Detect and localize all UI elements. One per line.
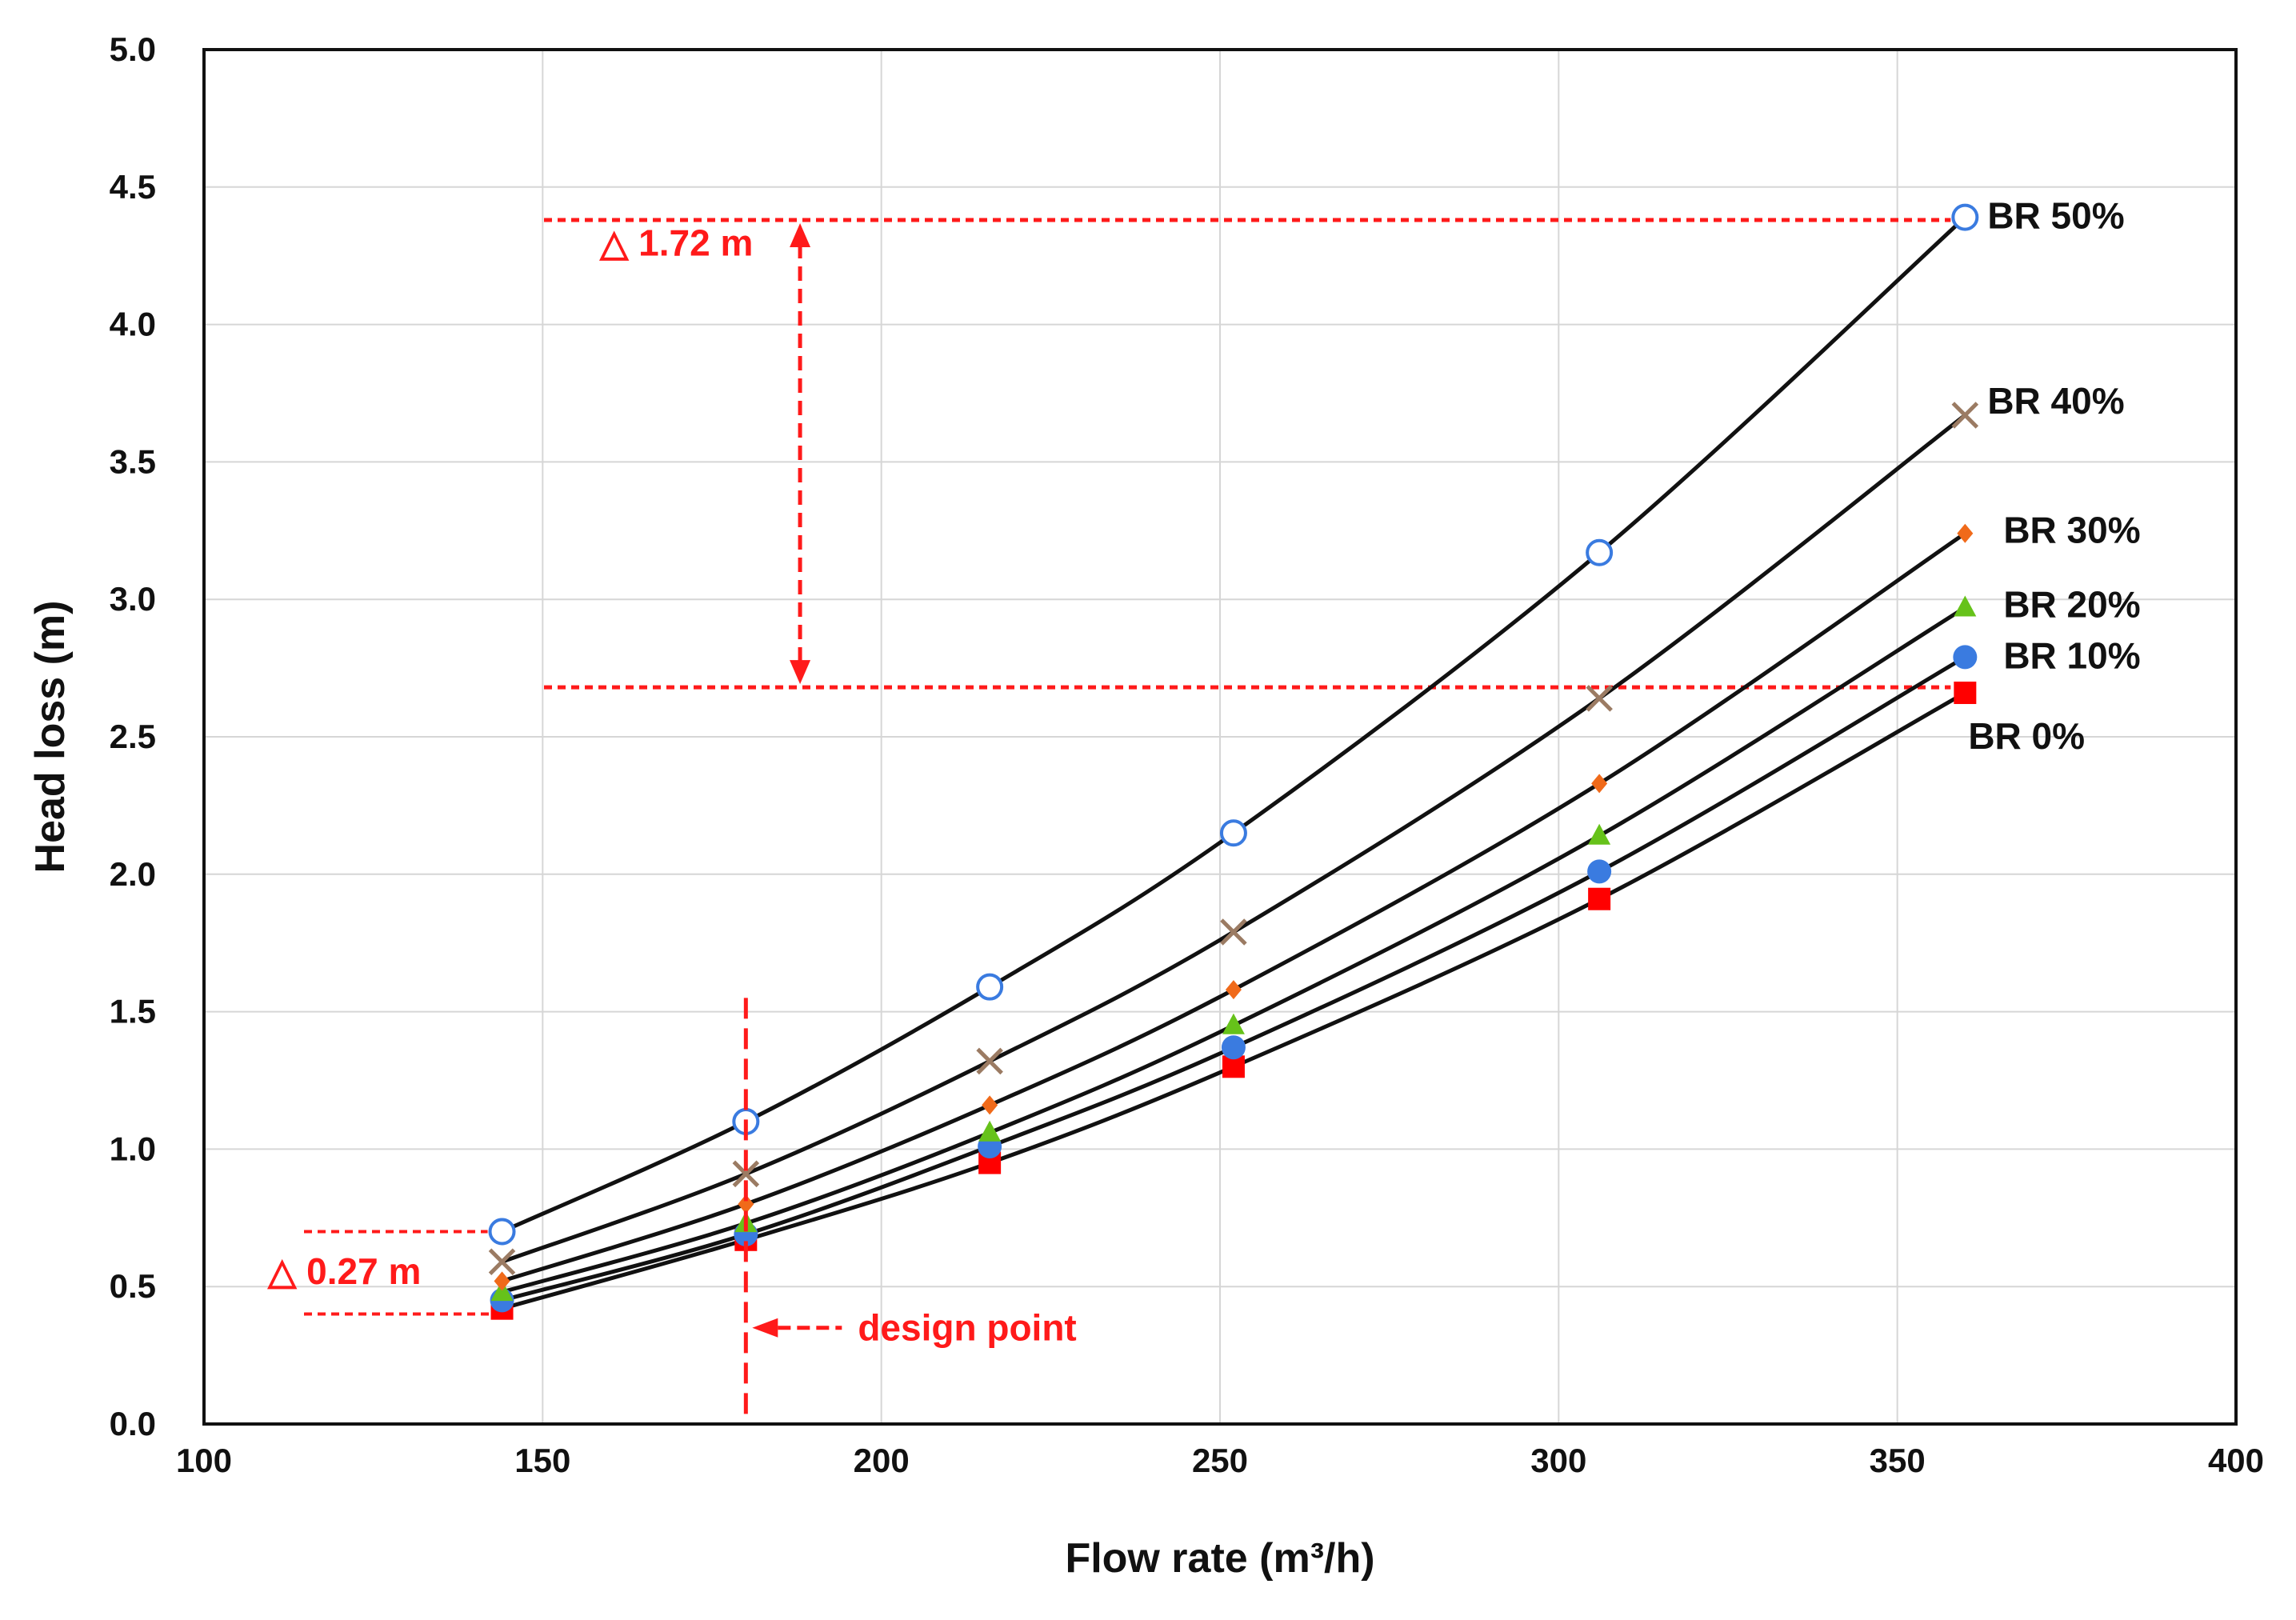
data-point-br-40 [488, 1248, 516, 1276]
data-point-br-10 [1953, 645, 1978, 670]
y-axis-title: Head loss (m) [27, 601, 74, 874]
grid-lines [204, 50, 2236, 1424]
data-point-br-30 [1957, 523, 1974, 543]
data-point-br-50 [1219, 819, 1247, 847]
series-labels: BR 0% BR 10% BR 20% BR 30% BR 40% BR 50% [1968, 195, 2140, 757]
y-tick-label: 2.0 [110, 855, 156, 893]
y-tick-label: 2.5 [110, 718, 156, 755]
delta-arrow-head-up [790, 223, 811, 248]
axis-ticks: 100 150 200 250 300 350 400 0.0 0.5 1.0 1.5 2.0 2.5 3… [110, 30, 2264, 1479]
data-point-br-50 [976, 973, 1004, 1001]
data-point-br-40 [1220, 918, 1247, 946]
data-point-br-30 [1225, 980, 1242, 1000]
data-point-br-30 [738, 1194, 754, 1214]
data-point-br-40 [976, 1047, 1003, 1075]
data-point-br-20 [1222, 1013, 1245, 1034]
x-tick-label: 400 [2208, 1442, 2264, 1479]
x-tick-label: 200 [854, 1442, 910, 1479]
marker-x-stroke [1220, 918, 1247, 946]
marker-x-stroke [488, 1248, 516, 1276]
x-tick-label: 100 [176, 1442, 232, 1479]
y-tick-label: 0.0 [110, 1405, 156, 1442]
series-label-br-0: BR 0% [1968, 715, 2085, 757]
series-markers [488, 203, 1979, 1320]
series-label-br-20: BR 20% [2003, 584, 2140, 626]
series-label-br-30: BR 30% [2003, 510, 2140, 551]
data-point-br-40 [1951, 402, 1979, 429]
data-point-br-30 [494, 1271, 510, 1291]
series-line-br-40 [501, 414, 1966, 1264]
x-tick-label: 250 [1192, 1442, 1248, 1479]
y-tick-label: 4.5 [110, 168, 156, 206]
delta-low-label: △ 0.27 m [266, 1250, 421, 1292]
data-point-br-10 [1221, 1035, 1246, 1060]
delta-arrow-head-down [790, 660, 811, 685]
data-point-br-0 [1954, 682, 1977, 705]
plot-area-frame [202, 48, 2238, 1426]
annotations: △ 1.72 m △ 0.27 m design point [266, 222, 1077, 1424]
data-point-br-50 [1586, 538, 1614, 566]
y-tick-label: 1.0 [110, 1130, 156, 1167]
y-tick-label: 5.0 [110, 30, 156, 68]
series-label-br-10: BR 10% [2003, 634, 2140, 676]
data-point-br-50 [1951, 203, 1979, 231]
data-point-br-30 [1591, 774, 1608, 794]
x-tick-label: 150 [514, 1442, 570, 1479]
y-tick-label: 0.5 [110, 1267, 156, 1305]
delta-high-label: △ 1.72 m [598, 222, 753, 264]
series-label-br-40: BR 40% [1987, 380, 2124, 422]
data-point-br-30 [982, 1095, 998, 1115]
marker-x-stroke [1586, 685, 1613, 712]
data-point-br-20 [978, 1120, 1002, 1142]
series-label-br-50: BR 50% [1987, 195, 2124, 237]
y-tick-label: 1.5 [110, 993, 156, 1030]
design-point-label: design point [858, 1307, 1076, 1349]
data-point-br-20 [1954, 595, 1977, 617]
data-point-br-50 [488, 1218, 516, 1246]
marker-x-stroke [732, 1160, 760, 1188]
data-point-br-40 [732, 1160, 760, 1188]
data-point-br-40 [1586, 685, 1613, 712]
y-tick-label: 3.0 [110, 580, 156, 618]
x-axis-title: Flow rate (m³/h) [1065, 1535, 1374, 1582]
marker-x-stroke [976, 1047, 1003, 1075]
data-point-br-0 [1588, 887, 1611, 910]
x-tick-label: 300 [1530, 1442, 1586, 1479]
design-point-arrow-head [752, 1318, 778, 1338]
x-tick-label: 350 [1870, 1442, 1926, 1479]
data-point-br-10 [1587, 859, 1612, 884]
marker-x-stroke [1951, 402, 1979, 429]
y-tick-label: 4.0 [110, 306, 156, 343]
annotation-guides [304, 218, 1951, 1316]
data-point-br-20 [1588, 823, 1611, 845]
y-tick-label: 3.5 [110, 442, 156, 480]
